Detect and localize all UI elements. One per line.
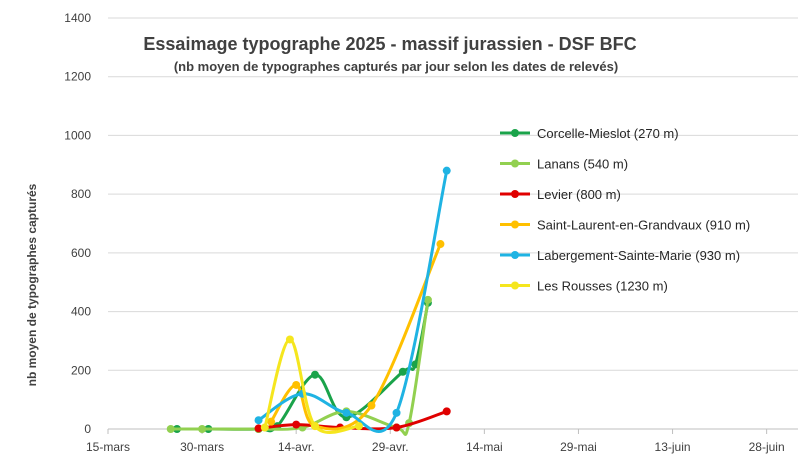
legend-label: Saint-Laurent-en-Grandvaux (910 m)	[537, 218, 750, 233]
legend-item: Corcelle-Mieslot (270 m)	[500, 126, 679, 141]
data-point	[198, 425, 207, 433]
data-point	[442, 407, 451, 416]
data-point	[367, 401, 376, 410]
data-point	[442, 166, 451, 175]
data-point	[392, 423, 401, 432]
data-point	[436, 240, 445, 249]
legend-swatch-marker	[511, 251, 519, 259]
series-6	[260, 335, 363, 434]
data-point	[292, 380, 301, 389]
y-tick-label: 200	[71, 363, 91, 377]
data-point	[398, 367, 407, 376]
legend-label: Les Rousses (1230 m)	[537, 279, 668, 294]
data-point	[166, 425, 175, 433]
legend-swatch-marker	[511, 190, 519, 198]
x-tick-label: 29-mai	[560, 440, 597, 454]
legend-item: Saint-Laurent-en-Grandvaux (910 m)	[500, 218, 750, 233]
y-tick-label: 1000	[64, 128, 91, 142]
data-point	[311, 422, 319, 431]
data-point	[392, 408, 401, 417]
y-tick-label: 800	[71, 187, 91, 201]
data-point	[260, 423, 269, 432]
data-point	[423, 295, 432, 304]
x-tick-label: 15-mars	[86, 440, 130, 454]
legend-label: Levier (800 m)	[537, 187, 621, 202]
legend-item: Levier (800 m)	[500, 187, 621, 202]
gridlines	[108, 17, 798, 371]
x-tick-label: 14-mai	[466, 440, 503, 454]
data-point	[254, 416, 263, 425]
legend-label: Lanans (540 m)	[537, 157, 628, 172]
y-tick-label: 1400	[64, 11, 91, 25]
data-point	[342, 408, 351, 417]
x-axis: 15-mars 30-mars 14-avr. 29-avr. 14-mai 29-mai…	[86, 428, 798, 454]
legend-label: Labergement-Sainte-Marie (930 m)	[537, 248, 740, 263]
data-point	[254, 424, 263, 433]
x-tick-label: 29-avr.	[372, 440, 409, 454]
legend-label: Corcelle-Mieslot (270 m)	[537, 126, 679, 141]
legend: Corcelle-Mieslot (270 m) Lanans (540 m) Le…	[500, 126, 750, 294]
legend-item: Lanans (540 m)	[500, 157, 628, 172]
data-point	[285, 335, 294, 344]
x-tick-label: 30-mars	[180, 440, 224, 454]
series-line	[263, 337, 360, 434]
series-5	[254, 166, 451, 433]
x-tick-label: 13-juin	[655, 440, 691, 454]
series-lines	[166, 166, 451, 436]
data-point	[292, 420, 301, 429]
y-tick-label: 0	[84, 422, 91, 436]
legend-swatch-marker	[511, 281, 519, 290]
legend-swatch-marker	[511, 220, 519, 229]
y-tick-label: 400	[71, 305, 91, 319]
y-axis-label: nb moyen de typographes capturés	[25, 183, 39, 386]
x-tick-label: 14-avr.	[278, 440, 315, 454]
chart-subtitle: (nb moyen de typographes capturés par jo…	[174, 59, 618, 74]
x-tick-label: 28-juin	[749, 440, 785, 454]
data-point	[311, 370, 319, 379]
data-point	[354, 422, 363, 431]
legend-swatch-marker	[511, 159, 519, 168]
y-axis: 0 200 400 600 800 1000 1200 1400	[64, 11, 91, 436]
legend-item: Labergement-Sainte-Marie (930 m)	[500, 248, 740, 263]
legend-swatch-marker	[511, 129, 519, 137]
y-tick-label: 600	[71, 246, 91, 260]
y-tick-label: 1200	[64, 70, 91, 84]
data-point	[267, 417, 276, 426]
legend-item: Les Rousses (1230 m)	[500, 279, 668, 294]
series-line	[170, 299, 430, 436]
chart-title: Essaimage typographe 2025 - massif juras…	[143, 34, 636, 54]
